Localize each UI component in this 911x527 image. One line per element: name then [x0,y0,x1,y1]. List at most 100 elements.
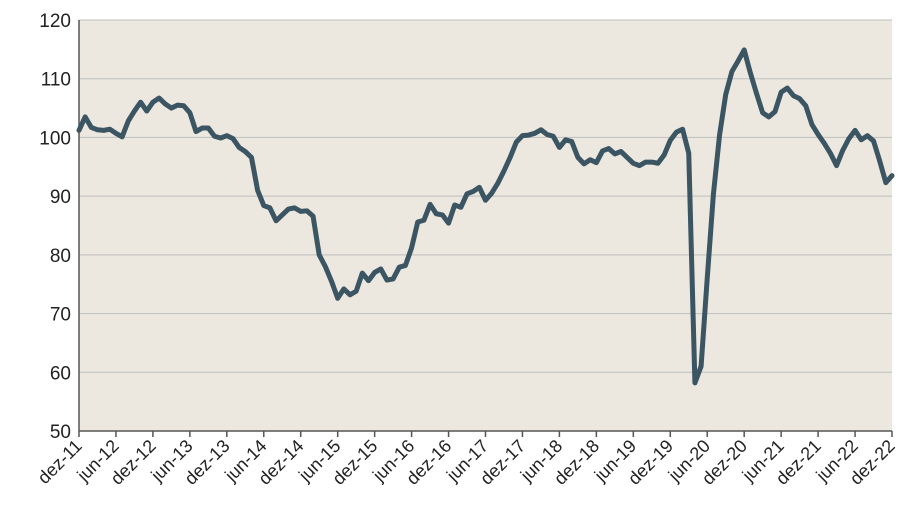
data-point [428,202,433,207]
data-point [606,146,611,151]
x-tick-label: dez-11 [34,436,86,488]
data-point [551,134,556,139]
data-point [495,181,500,186]
data-point [637,163,642,168]
data-point [169,106,174,111]
series-layer [76,47,895,386]
data-point [822,141,827,146]
data-point [403,263,408,268]
data-point [532,131,537,136]
data-point [508,155,513,160]
data-point [218,136,223,141]
y-tick-label: 90 [50,187,71,208]
data-point [674,130,679,135]
data-point [341,286,346,291]
data-point [785,86,790,91]
data-point [446,221,451,226]
data-point [434,211,439,216]
data-point [89,125,94,130]
data-point [421,218,426,223]
data-point [181,103,186,108]
data-point [280,212,285,217]
data-point [194,129,199,134]
data-point [594,160,599,165]
data-point [680,127,685,132]
y-tick-label: 110 [41,70,71,91]
data-point [286,207,291,212]
data-point [501,168,506,173]
data-point [101,128,106,133]
data-point [298,209,303,214]
data-point [397,265,402,270]
y-tick-label: 120 [39,11,71,32]
data-point [736,59,741,64]
data-point [662,153,667,158]
data-point [224,133,229,138]
plot-area-background [79,20,892,431]
data-point [840,148,845,153]
data-point [415,219,420,224]
data-point [865,133,870,138]
y-tick-label: 80 [50,246,71,267]
data-point [575,155,580,160]
y-tick-label: 50 [50,422,71,443]
data-point [816,132,821,137]
data-point [729,69,734,74]
data-point [372,270,377,275]
data-point [255,188,260,193]
data-point [582,161,587,166]
data-point [458,205,463,210]
data-point [311,214,316,219]
data-point [489,191,494,196]
data-point [304,208,309,213]
data-point [883,180,888,185]
data-point [619,149,623,154]
y-tick-labels: 50 60 70 80 90 100 110 120 [39,11,71,443]
data-point [274,218,279,223]
data-point [871,138,876,143]
data-point [772,109,777,114]
data-point [483,198,488,203]
x-tick-labels: dez-11jun-12dez-12jun-13dez-13jun-14dez-… [34,431,899,489]
data-point [846,136,851,141]
data-point [144,109,149,114]
data-point [163,101,168,106]
data-point [853,128,858,133]
data-point [409,245,414,250]
data-point [766,114,771,119]
data-point [384,278,389,283]
data-point [631,161,636,166]
data-point [569,139,574,144]
data-point [206,126,211,131]
data-point [834,163,839,168]
data-point [668,138,673,143]
data-point [514,140,519,145]
data-point [335,296,340,301]
data-point [803,103,808,108]
data-point [366,278,371,283]
data-point [452,202,457,207]
data-point [465,191,470,196]
y-tick-label: 100 [39,128,71,149]
data-point [520,133,525,138]
data-point [588,157,593,162]
data-point [267,205,272,210]
data-point [754,91,759,96]
data-point [329,279,334,284]
data-point [717,133,722,138]
data-point [699,364,704,369]
data-point [323,264,328,269]
data-point [77,128,81,133]
data-point [809,122,814,127]
data-point [711,192,716,197]
data-point [538,127,543,132]
data-point [261,203,266,208]
data-point [378,266,383,271]
data-point [890,173,894,178]
data-point [317,252,322,257]
data-point [83,114,88,119]
data-point [643,160,648,165]
data-point [600,148,605,153]
data-point [175,103,180,108]
